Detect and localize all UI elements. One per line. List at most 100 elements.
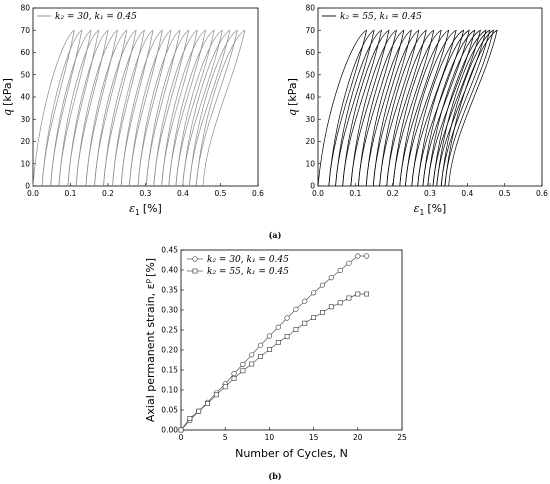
y-tick-label: 70 — [305, 26, 315, 35]
data-point-circle — [346, 260, 352, 266]
data-point-square — [284, 333, 290, 339]
data-point-circle — [231, 371, 237, 377]
x-axis-label: ε1 [%] — [414, 202, 447, 217]
hysteresis-loop — [94, 29, 137, 187]
hysteresis-loop — [85, 29, 128, 187]
x-tick-label: 0.5 — [499, 189, 511, 198]
legend-label: k₂ = 30, k₁ = 0.45 — [207, 255, 289, 265]
x-axis-symbol: ε — [129, 202, 135, 215]
y-axis-superscript: p — [144, 278, 152, 283]
data-point-circle — [328, 275, 334, 281]
data-point-square — [213, 392, 219, 398]
hysteresis-loop — [392, 29, 442, 187]
data-point-circle — [249, 352, 255, 358]
hysteresis-loop — [50, 29, 92, 187]
series-line-1 — [180, 255, 367, 431]
y-tick-label: 20 — [20, 137, 30, 146]
y-tick-label: 80 — [305, 4, 315, 13]
data-point-square — [249, 361, 255, 367]
x-tick-label: 0.1 — [65, 189, 77, 198]
data-point-square — [328, 304, 334, 310]
x-tick-label: 0.0 — [312, 189, 324, 198]
x-tick-label: 15 — [309, 433, 319, 442]
y-axis-unit: [%] — [144, 258, 157, 277]
panel-a-right-chart: 0.0 0.1 0.2 0.3 0.4 0.5 0.6 0 10 20 30 40 50 60 70 80 k₂… — [286, 4, 548, 217]
hysteresis-loop — [32, 29, 75, 187]
hysteresis-loop — [328, 29, 375, 187]
hysteresis-loop — [112, 29, 154, 187]
y-tick-label: 0.20 — [161, 346, 178, 355]
hysteresis-loop — [372, 29, 420, 187]
x-tick-label: 10 — [265, 433, 275, 442]
x-tick-label: 0.3 — [424, 189, 436, 198]
x-tick-label: 0.5 — [215, 189, 227, 198]
hysteresis-loop — [444, 29, 498, 187]
y-tick-label: 60 — [20, 48, 30, 57]
x-tick-label: 0.4 — [177, 189, 189, 198]
hysteresis-loop — [67, 29, 109, 187]
caption-a: (a) — [269, 230, 282, 240]
data-point-square — [275, 339, 281, 345]
hysteresis-loop — [175, 29, 223, 187]
data-point-circle — [311, 290, 317, 296]
hysteresis-loop — [427, 29, 481, 187]
legend-label: k₂ = 55, k₁ = 0.45 — [207, 267, 289, 277]
data-point-square — [293, 327, 299, 332]
y-tick-label: 0 — [25, 182, 30, 191]
x-tick-label: 25 — [397, 433, 407, 442]
x-tick-label: 0.6 — [536, 189, 548, 198]
x-tick-label: 0.0 — [27, 189, 39, 198]
data-point-square — [364, 291, 370, 297]
hysteresis-loop — [182, 29, 231, 187]
legend-label: k₂ = 55, k₁ = 0.45 — [340, 12, 422, 22]
x-tick-label: 0.1 — [349, 189, 361, 198]
hysteresis-loop — [129, 29, 172, 187]
data-point-square — [240, 368, 246, 374]
y-tick-label: 60 — [305, 48, 315, 57]
hysteresis-loop — [411, 29, 465, 187]
y-tick-label: 0 — [310, 182, 315, 191]
x-axis-label: ε1 [%] — [129, 202, 162, 217]
data-point-square — [266, 347, 272, 352]
x-tick-label: 0 — [179, 433, 184, 442]
legend-marker-square — [192, 268, 198, 274]
hysteresis-loop — [161, 29, 206, 187]
y-tick-label: 40 — [20, 93, 30, 102]
hysteresis-loop — [386, 29, 435, 187]
y-tick-label: 50 — [305, 70, 315, 79]
y-tick-label: 30 — [20, 115, 30, 124]
hysteresis-loop — [399, 29, 450, 187]
hysteresis-loop — [379, 29, 427, 187]
y-axis-label: q [kPa] — [286, 78, 299, 116]
x-tick-label: 0.6 — [252, 189, 264, 198]
hysteresis-loop — [365, 29, 412, 187]
data-point-circle — [257, 342, 264, 348]
x-tick-label: 0.3 — [140, 189, 152, 198]
y-tick-label: 40 — [305, 93, 315, 102]
x-tick-label: 0.4 — [461, 189, 473, 198]
hysteresis-loop — [195, 29, 246, 187]
y-tick-label: 10 — [305, 159, 315, 168]
y-tick-label: 50 — [20, 70, 30, 79]
data-point-square — [337, 300, 343, 306]
y-tick-label: 0.00 — [161, 426, 178, 435]
y-tick-label: 0.35 — [161, 286, 178, 295]
y-axis-symbol: q — [1, 109, 14, 116]
x-axis-subscript: 1 — [420, 208, 425, 217]
y-axis-unit: [kPa] — [286, 78, 299, 106]
hysteresis-loop — [75, 29, 118, 187]
hysteresis-loop — [440, 29, 494, 187]
data-point-circle — [240, 361, 246, 368]
hysteresis-loop — [436, 29, 491, 187]
y-tick-label: 20 — [305, 137, 315, 146]
caption-b: (b) — [268, 471, 281, 481]
data-point-square — [222, 384, 228, 390]
x-tick-label: 0.2 — [387, 189, 399, 198]
x-axis-unit: [%] — [427, 202, 446, 215]
series-line-2 — [180, 293, 367, 431]
hysteresis-loop — [103, 29, 145, 187]
y-axis-symbol: q — [286, 109, 299, 116]
y-tick-label: 70 — [20, 26, 30, 35]
plot-frame — [180, 249, 403, 431]
